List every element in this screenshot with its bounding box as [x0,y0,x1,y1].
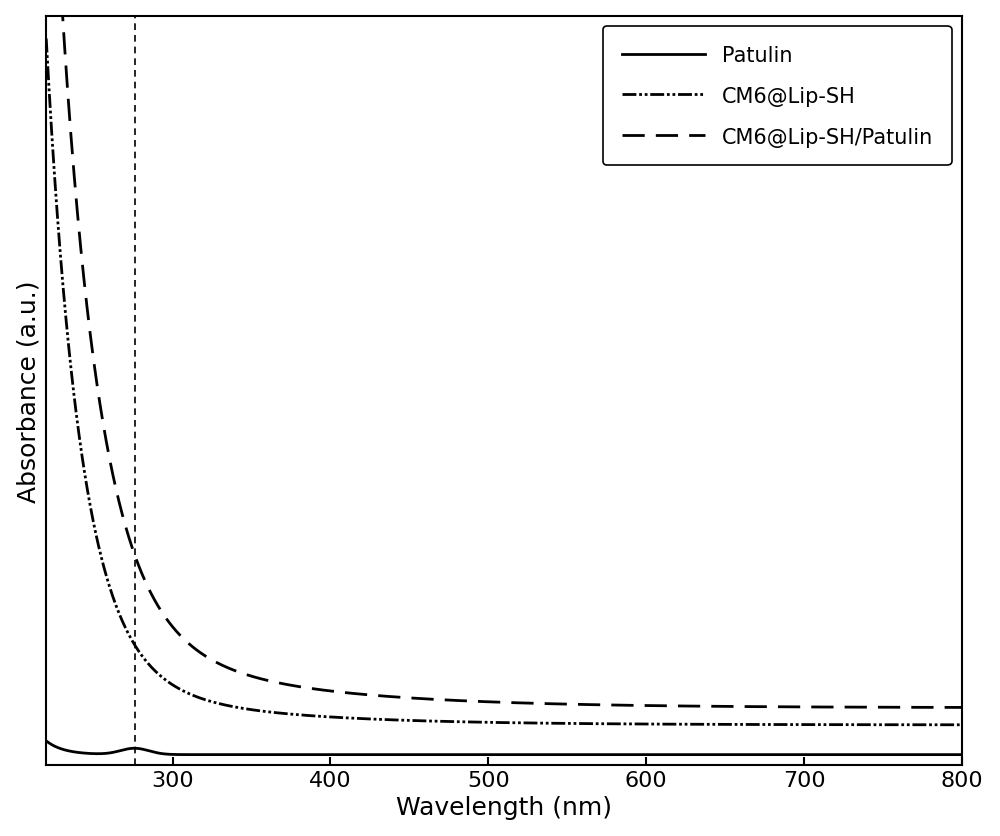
CM6@Lip-SH [87,515,99,525]
CM6@Lip-SH [956,720,968,730]
CM6@Lip-SH [761,720,773,730]
Line: CM6@Lip-SH/Patulin: CM6@Lip-SH/Patulin [46,0,962,707]
CM6@Lip-SH [486,717,498,727]
CM6@Lip-SH/Patulin [486,697,498,707]
Patulin [461,750,473,760]
CM6@Lip-SH/Patulin [461,696,473,706]
CM6@Lip-SH/Patulin [761,702,773,712]
Patulin [956,750,968,760]
CM6@Lip-SH/Patulin [956,702,968,712]
CM6@Lip-SH [461,717,473,727]
Patulin [930,750,942,760]
X-axis label: Wavelength (nm): Wavelength (nm) [396,795,612,819]
CM6@Lip-SH [929,720,941,730]
Patulin [702,750,714,760]
Y-axis label: Absorbance (a.u.): Absorbance (a.u.) [17,280,41,502]
Line: CM6@Lip-SH: CM6@Lip-SH [46,39,962,725]
Patulin [929,750,941,760]
Line: Patulin: Patulin [46,741,962,755]
Patulin [762,750,774,760]
CM6@Lip-SH/Patulin [929,702,941,712]
Patulin [40,736,52,746]
Legend: Patulin, CM6@Lip-SH, CM6@Lip-SH/Patulin: Patulin, CM6@Lip-SH, CM6@Lip-SH/Patulin [603,27,952,166]
CM6@Lip-SH [929,720,941,730]
CM6@Lip-SH/Patulin [929,702,941,712]
Patulin [486,750,498,760]
CM6@Lip-SH [40,34,52,44]
Patulin [87,749,99,759]
CM6@Lip-SH/Patulin [87,351,99,361]
